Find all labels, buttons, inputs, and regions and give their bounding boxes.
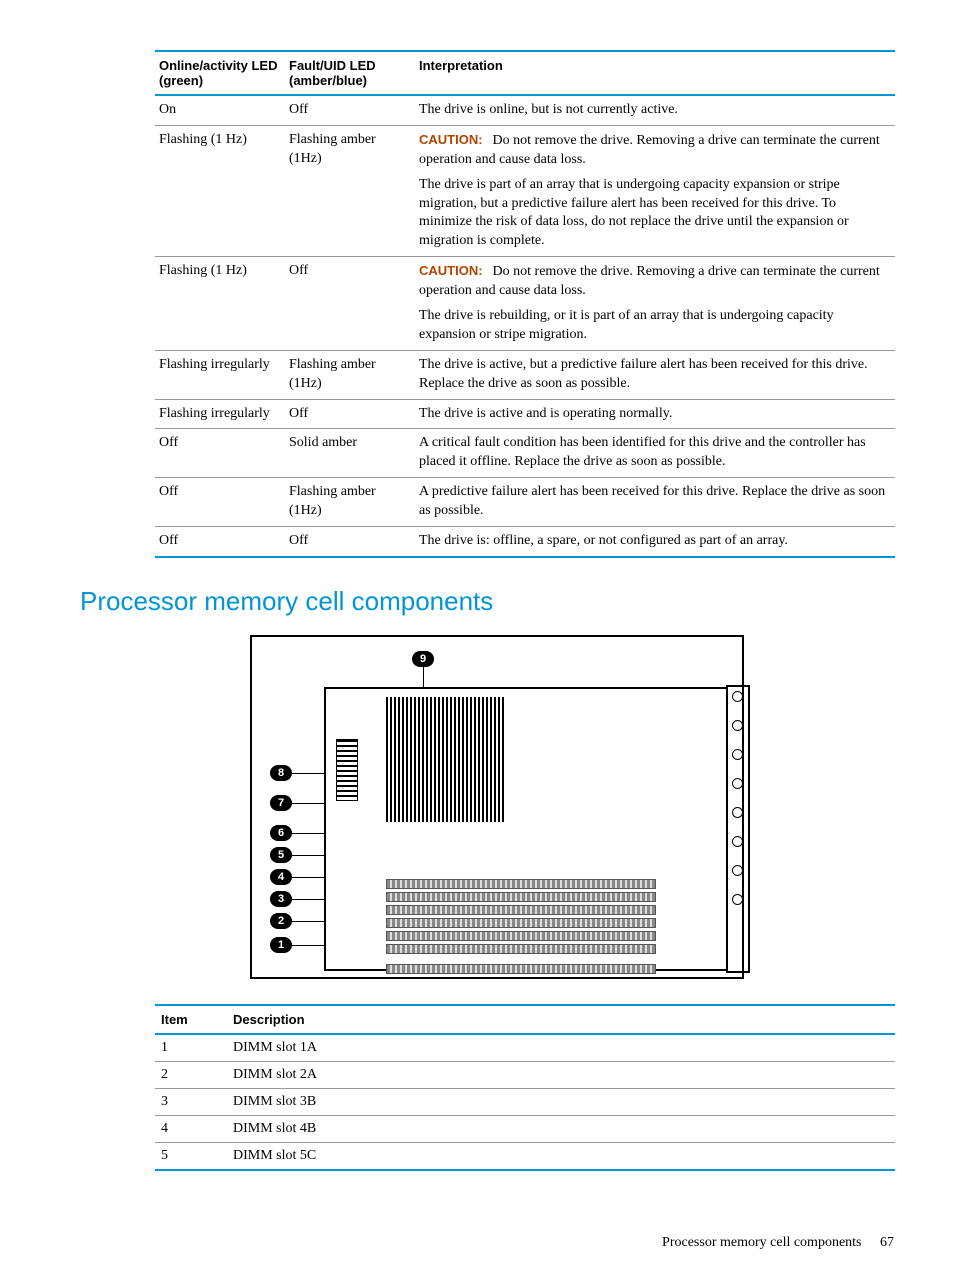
table-row: OffFlashing amber (1Hz)A predictive fail… [155, 478, 895, 527]
callout-badge: 7 [270, 795, 292, 811]
table-row: Flashing (1 Hz)OffCAUTION:Do not remove … [155, 257, 895, 351]
item-desc-cell: DIMM slot 4B [227, 1115, 895, 1142]
led-fault-cell: Flashing amber (1Hz) [285, 350, 415, 399]
callout-badge: 4 [270, 869, 292, 885]
item-number-cell: 2 [155, 1061, 227, 1088]
caution-label: CAUTION: [419, 263, 483, 278]
connector [336, 739, 358, 801]
led-interp-cell: The drive is online, but is not currentl… [415, 95, 895, 125]
led-header-fault: Fault/UID LED (amber/blue) [285, 51, 415, 95]
item-header-desc: Description [227, 1005, 895, 1034]
callout-badge: 1 [270, 937, 292, 953]
item-desc-cell: DIMM slot 5C [227, 1142, 895, 1170]
heatsink [386, 697, 506, 822]
item-desc-cell: DIMM slot 2A [227, 1061, 895, 1088]
led-fault-cell: Flashing amber (1Hz) [285, 125, 415, 256]
table-row: 2DIMM slot 2A [155, 1061, 895, 1088]
led-activity-cell: Off [155, 478, 285, 527]
table-row: Flashing (1 Hz)Flashing amber (1Hz)CAUTI… [155, 125, 895, 256]
chassis-outline [324, 687, 728, 971]
footer-text: Processor memory cell components [662, 1235, 861, 1250]
led-status-table: Online/activity LED (green) Fault/UID LE… [155, 50, 895, 558]
led-activity-cell: Flashing (1 Hz) [155, 125, 285, 256]
led-fault-cell: Flashing amber (1Hz) [285, 478, 415, 527]
item-number-cell: 4 [155, 1115, 227, 1142]
led-activity-cell: Off [155, 527, 285, 557]
section-heading: Processor memory cell components [80, 586, 894, 617]
page-number: 67 [880, 1235, 894, 1250]
led-fault-cell: Off [285, 399, 415, 429]
component-item-table: Item Description 1DIMM slot 1A2DIMM slot… [155, 1004, 895, 1171]
page: Online/activity LED (green) Fault/UID LE… [0, 0, 954, 1271]
callout-badge: 2 [270, 913, 292, 929]
processor-memory-diagram: 9 8 7 6 5 4 3 2 1 [250, 635, 744, 979]
page-footer: Processor memory cell components 67 [662, 1235, 894, 1251]
item-header-item: Item [155, 1005, 227, 1034]
table-row: OnOffThe drive is online, but is not cur… [155, 95, 895, 125]
led-activity-cell: Flashing (1 Hz) [155, 257, 285, 351]
led-interp-cell: A predictive failure alert has been rece… [415, 478, 895, 527]
led-activity-cell: On [155, 95, 285, 125]
led-fault-cell: Solid amber [285, 429, 415, 478]
led-interp-cell: The drive is active, but a predictive fa… [415, 350, 895, 399]
led-header-interp: Interpretation [415, 51, 895, 95]
callout-badge: 8 [270, 765, 292, 781]
item-desc-cell: DIMM slot 3B [227, 1088, 895, 1115]
table-row: 3DIMM slot 3B [155, 1088, 895, 1115]
table-row: OffOffThe drive is: offline, a spare, or… [155, 527, 895, 557]
led-interp-cell: The drive is: offline, a spare, or not c… [415, 527, 895, 557]
table-row: Flashing irregularlyFlashing amber (1Hz)… [155, 350, 895, 399]
led-interp-cell: The drive is active and is operating nor… [415, 399, 895, 429]
table-row: OffSolid amberA critical fault condition… [155, 429, 895, 478]
led-interp-cell: CAUTION:Do not remove the drive. Removin… [415, 125, 895, 256]
dimm-slots [386, 879, 656, 957]
item-number-cell: 3 [155, 1088, 227, 1115]
table-row: 4DIMM slot 4B [155, 1115, 895, 1142]
item-desc-cell: DIMM slot 1A [227, 1034, 895, 1062]
side-rail [726, 685, 750, 973]
table-row: 5DIMM slot 5C [155, 1142, 895, 1170]
callout-badge: 3 [270, 891, 292, 907]
led-fault-cell: Off [285, 257, 415, 351]
led-activity-cell: Off [155, 429, 285, 478]
led-header-activity: Online/activity LED (green) [155, 51, 285, 95]
led-interp-cell: CAUTION:Do not remove the drive. Removin… [415, 257, 895, 351]
led-activity-cell: Flashing irregularly [155, 350, 285, 399]
callout-badge: 9 [412, 651, 434, 667]
caution-label: CAUTION: [419, 132, 483, 147]
item-number-cell: 1 [155, 1034, 227, 1062]
led-activity-cell: Flashing irregularly [155, 399, 285, 429]
item-number-cell: 5 [155, 1142, 227, 1170]
led-interp-cell: A critical fault condition has been iden… [415, 429, 895, 478]
table-row: 1DIMM slot 1A [155, 1034, 895, 1062]
led-fault-cell: Off [285, 95, 415, 125]
table-row: Flashing irregularlyOffThe drive is acti… [155, 399, 895, 429]
callout-badge: 6 [270, 825, 292, 841]
led-fault-cell: Off [285, 527, 415, 557]
callout-badge: 5 [270, 847, 292, 863]
